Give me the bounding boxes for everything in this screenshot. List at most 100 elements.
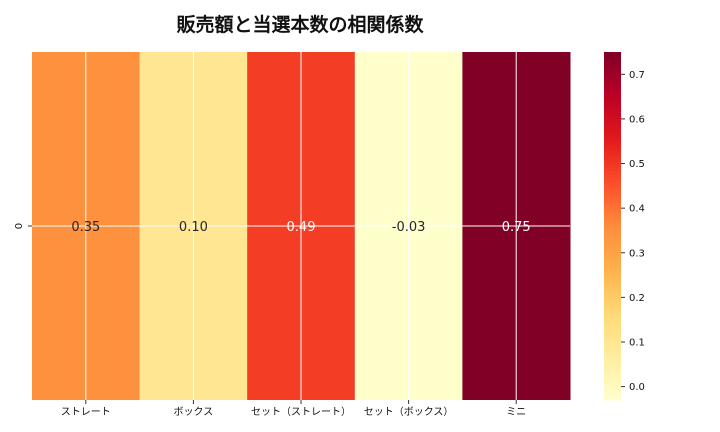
colorbar-segment	[604, 306, 621, 311]
colorbar-tick-label: 0.7	[629, 70, 645, 81]
colorbar-segment	[604, 288, 621, 293]
colorbar-segment	[604, 149, 621, 154]
colorbar-segment	[604, 274, 621, 279]
colorbar-segment	[604, 132, 621, 137]
colorbar-segment	[604, 246, 621, 251]
colorbar-segment	[604, 163, 621, 168]
colorbar-segment	[604, 86, 621, 91]
colorbar-segment	[604, 253, 621, 258]
colorbar-segment	[604, 292, 621, 297]
colorbar-segment	[604, 299, 621, 304]
colorbar-segment	[604, 215, 621, 220]
colorbar-segment	[604, 142, 621, 147]
colorbar-segment	[604, 100, 621, 105]
colorbar-segment	[604, 229, 621, 234]
colorbar-segment	[604, 97, 621, 102]
colorbar-segment	[604, 239, 621, 244]
colorbar-segment	[604, 173, 621, 178]
colorbar-segment	[604, 205, 621, 210]
colorbar-segment	[604, 156, 621, 161]
colorbar-segment	[604, 191, 621, 196]
colorbar-segment	[604, 260, 621, 265]
colorbar-tick-label: 0.5	[629, 159, 645, 170]
colorbar-segment	[604, 180, 621, 185]
colorbar-segment	[604, 187, 621, 192]
colorbar-segment	[604, 90, 621, 95]
colorbar-segment	[604, 226, 621, 231]
colorbar-segment	[604, 104, 621, 109]
colorbar-segment	[604, 72, 621, 77]
colorbar-segment	[604, 69, 621, 74]
colorbar-tick-label: 0.2	[629, 293, 645, 304]
colorbar-segment	[604, 264, 621, 269]
cell-value-label: 0.75	[502, 220, 531, 235]
x-tick-label: ミニ	[506, 407, 526, 418]
colorbar-segment	[604, 295, 621, 300]
chart-title: 販売額と当選本数の相関係数	[176, 14, 424, 36]
colorbar-segment	[604, 351, 621, 356]
colorbar-segment	[604, 330, 621, 335]
x-tick-label: ボックス	[174, 406, 214, 418]
cell-value-label: 0.10	[179, 220, 208, 235]
colorbar-segment	[604, 354, 621, 359]
colorbar-segment	[604, 396, 621, 401]
colorbar-tick-label: 0.6	[629, 114, 645, 125]
colorbar-segment	[604, 170, 621, 175]
cell-value-label: 0.35	[71, 220, 100, 235]
colorbar-segment	[604, 114, 621, 119]
colorbar-segment	[604, 222, 621, 227]
colorbar-segment	[604, 111, 621, 116]
colorbar-segment	[604, 313, 621, 318]
colorbar-segment	[604, 368, 621, 373]
cell-value-label: 0.49	[287, 220, 316, 235]
colorbar-tick-label: 0.4	[629, 204, 645, 215]
colorbar-segment	[604, 250, 621, 255]
colorbar-segment	[604, 379, 621, 384]
colorbar-segment	[604, 236, 621, 241]
colorbar-segment	[604, 344, 621, 349]
colorbar-segment	[604, 159, 621, 164]
colorbar-segment	[604, 152, 621, 157]
colorbar-segment	[604, 319, 621, 325]
colorbar-segment	[604, 243, 621, 248]
colorbar-segment	[604, 52, 621, 57]
colorbar-segment	[604, 323, 621, 328]
colorbar-segment	[604, 382, 621, 387]
colorbar-segment	[604, 347, 621, 352]
colorbar-segment	[604, 372, 621, 377]
colorbar-segment	[604, 65, 621, 70]
colorbar-segment	[604, 365, 621, 370]
colorbar-segment	[604, 389, 621, 394]
colorbar-segment	[604, 340, 621, 345]
colorbar-segment	[604, 232, 621, 238]
colorbar-segment	[604, 278, 621, 283]
colorbar-segment	[604, 166, 621, 171]
colorbar-segment	[604, 107, 621, 112]
colorbar-segment	[604, 208, 621, 213]
colorbar-segment	[604, 361, 621, 366]
colorbar-segment	[604, 201, 621, 206]
colorbar-segment	[604, 135, 621, 140]
colorbar-segment	[604, 358, 621, 363]
y-tick-label: 0	[14, 223, 25, 229]
colorbar-segment	[604, 219, 621, 224]
colorbar-segment	[604, 139, 621, 144]
colorbar-segment	[604, 281, 621, 286]
colorbar-tick-label: 0.1	[629, 338, 645, 349]
colorbar-segment	[604, 121, 621, 126]
x-tick-label: ストレート	[61, 407, 111, 418]
cell-value-label: -0.03	[392, 220, 426, 235]
colorbar-segment	[604, 128, 621, 133]
x-tick-label: セット（ストレート）	[251, 406, 351, 418]
colorbar-segment	[604, 145, 621, 151]
x-tick-label: セット（ボックス）	[364, 406, 454, 418]
colorbar-segment	[604, 375, 621, 380]
colorbar-segment	[604, 337, 621, 342]
colorbar-segment	[604, 302, 621, 307]
colorbar-segment	[604, 212, 621, 217]
colorbar-segment	[604, 76, 621, 81]
colorbar-segment	[604, 83, 621, 88]
colorbar-segment	[604, 184, 621, 189]
